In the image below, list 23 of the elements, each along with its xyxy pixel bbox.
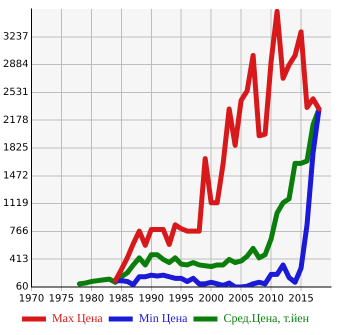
y-tick-label: 1825: [2, 142, 28, 154]
x-tick-label: 1985: [108, 294, 134, 305]
legend-label: Сред.Цена, т.йен: [223, 311, 310, 326]
legend-label: Max Цена: [52, 311, 104, 326]
x-tick-label: 1995: [168, 294, 194, 305]
y-tick-label: 766: [9, 226, 28, 237]
x-tick-label: 1975: [48, 294, 74, 305]
x-tick-label: 2000: [198, 294, 224, 305]
x-tick-label: 1970: [18, 294, 44, 305]
y-tick-label: 413: [9, 254, 28, 265]
y-tick-label: 2178: [2, 114, 28, 126]
y-tick-label: 1472: [2, 170, 28, 182]
x-tick-label: 2010: [258, 294, 284, 305]
y-tick-label: 3237: [2, 31, 28, 42]
y-tick-label: 2531: [2, 86, 28, 98]
y-tick-label: 2884: [2, 59, 28, 70]
y-tick-label: 1119: [2, 198, 28, 210]
legend-label: Min Цена: [138, 311, 188, 326]
x-tick-label: 1990: [138, 294, 164, 305]
x-tick-label: 2005: [228, 294, 254, 305]
y-tick-label: 60: [16, 282, 28, 293]
x-tick-label: 2015: [288, 294, 314, 305]
x-tick-label: 1980: [78, 294, 104, 305]
